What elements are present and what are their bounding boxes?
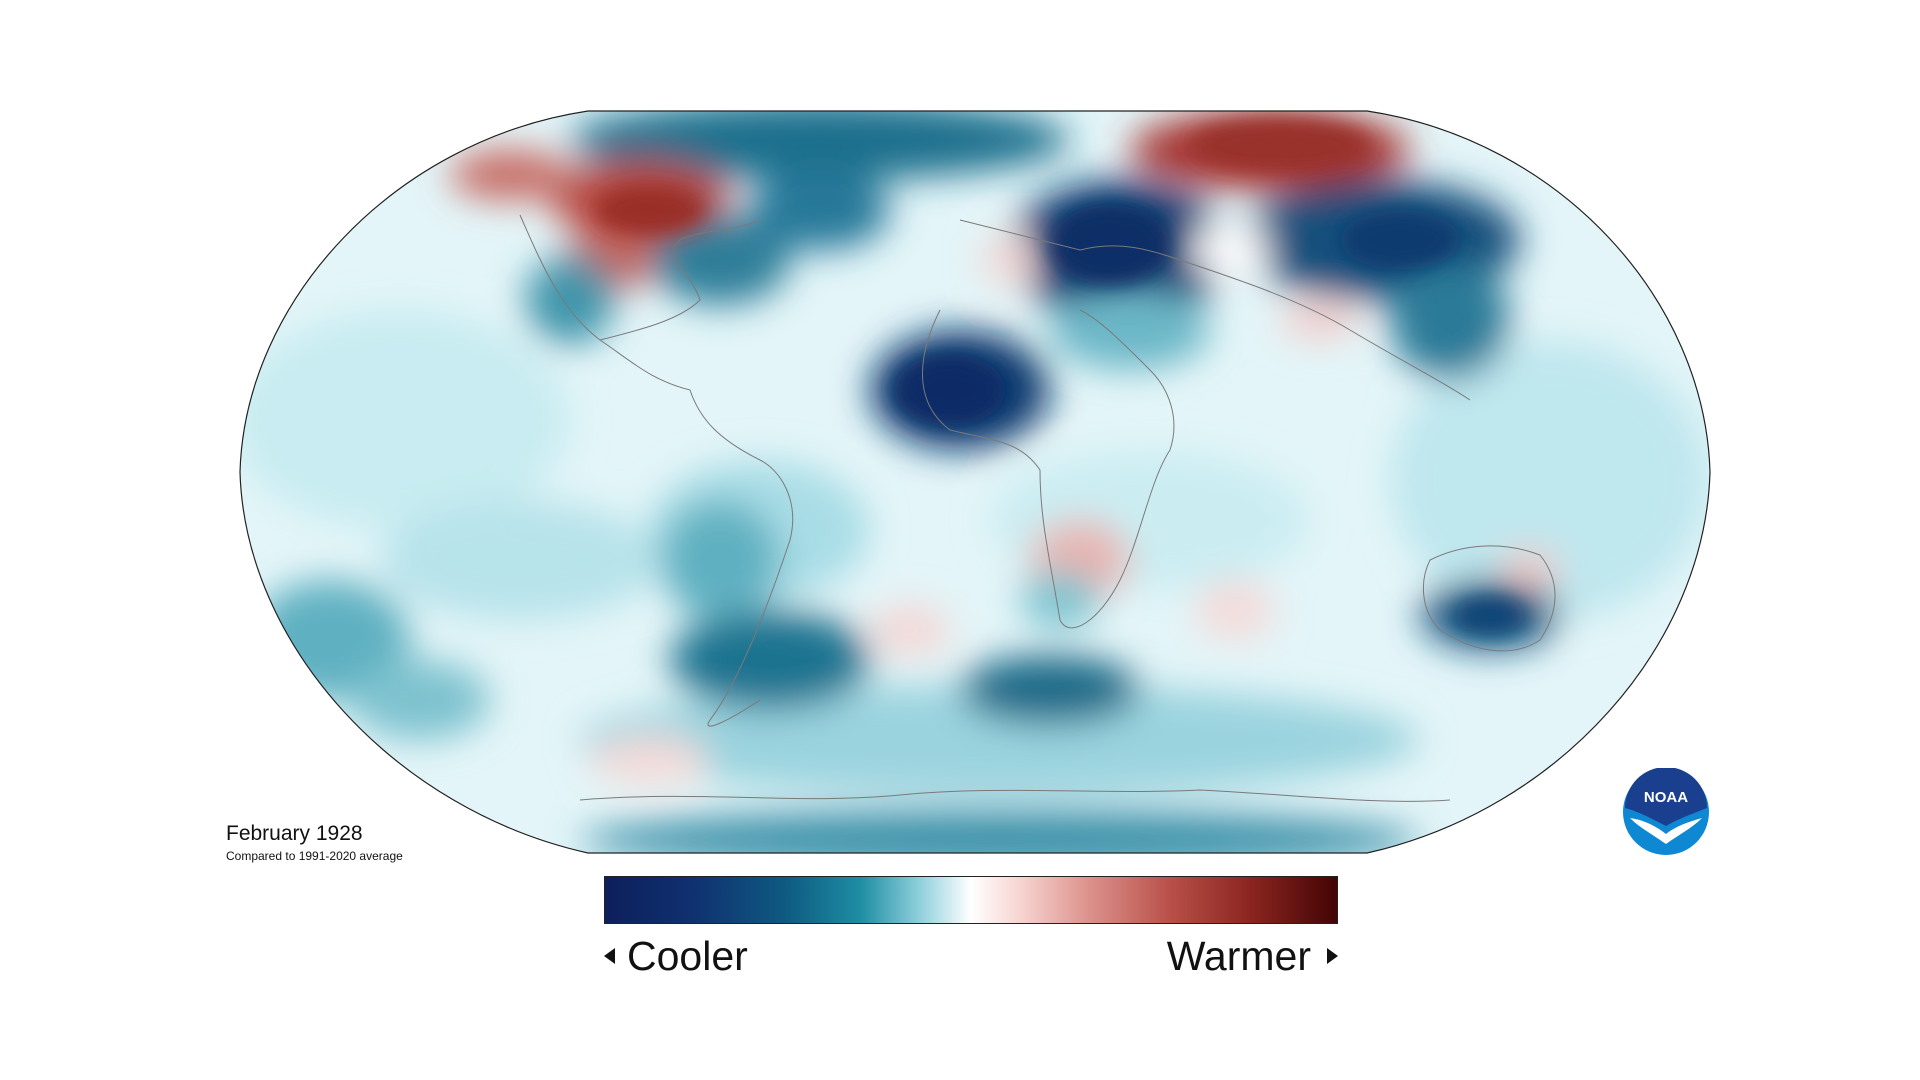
colorbar-gradient [604,876,1338,924]
cooler-label: Cooler [627,933,748,979]
left-arrow-icon [604,948,615,965]
noaa-logo: NOAA [1623,768,1709,855]
date-label: February 1928 [226,822,363,845]
map-outline [239,110,1711,854]
coastlines [519,214,1556,802]
comparison-label: Compared to 1991-2020 average [226,849,403,863]
warmer-label: Warmer [1166,933,1311,979]
legend-cooler: Cooler [604,932,748,980]
anomaly-field [240,111,1710,853]
svg-text:NOAA: NOAA [1644,789,1688,806]
right-arrow-icon [1327,948,1338,965]
colorbar [604,876,1338,924]
legend-warmer: Warmer [1167,932,1338,980]
